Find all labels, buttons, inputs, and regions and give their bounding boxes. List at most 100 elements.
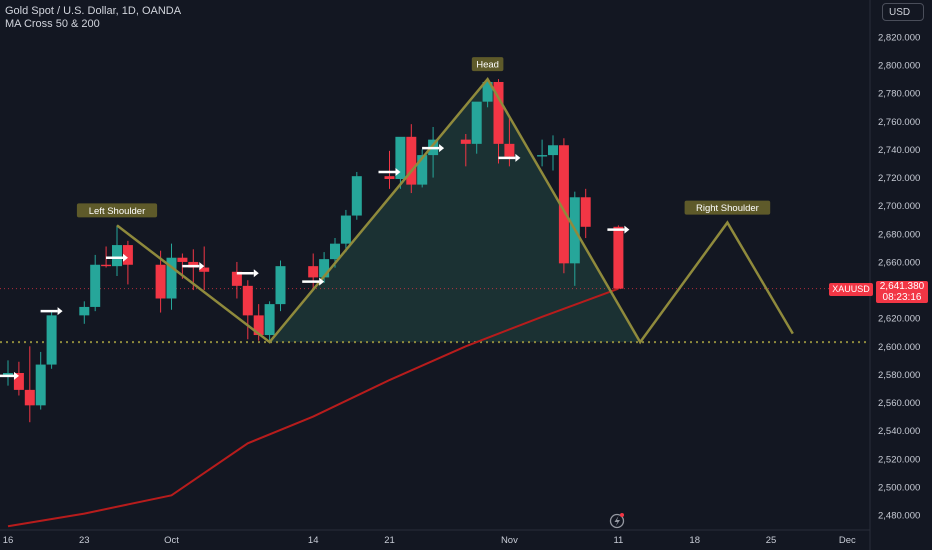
- candle: [537, 139, 548, 167]
- x-tick-label: 23: [79, 535, 90, 546]
- right-arrow-icon: [0, 371, 19, 380]
- candle-body: [537, 155, 548, 157]
- y-tick-label: 2,700.000: [878, 201, 920, 212]
- candle-body: [3, 373, 13, 376]
- pattern-label: Left Shoulder: [76, 203, 158, 218]
- candle-body: [35, 364, 46, 406]
- candle: [46, 311, 57, 369]
- candle-body: [188, 261, 199, 268]
- candle-body: [580, 197, 591, 227]
- candle-body: [504, 143, 515, 157]
- candle-body: [253, 315, 264, 336]
- pattern-label-text: Right Shoulder: [696, 203, 759, 214]
- arrow-head: [319, 277, 325, 286]
- candle: [112, 225, 122, 276]
- last-price-tag: 2,641.380 08:23:16: [876, 281, 928, 303]
- pattern-label-bg: [471, 57, 504, 72]
- candle-body: [79, 306, 90, 316]
- candle: [122, 240, 133, 285]
- arrow-head: [253, 269, 259, 278]
- candle: [395, 136, 406, 189]
- candle: [308, 253, 319, 291]
- y-tick-label: 2,540.000: [878, 426, 920, 437]
- x-tick-label: Oct: [164, 535, 179, 546]
- y-tick-label: 2,820.000: [878, 33, 920, 44]
- candle-body: [471, 101, 482, 144]
- arrow-head: [624, 225, 630, 234]
- candle: [340, 209, 351, 253]
- x-tick-label: 16: [3, 535, 14, 546]
- currency-button[interactable]: USD: [882, 3, 924, 21]
- y-tick-label: 2,560.000: [878, 398, 920, 409]
- pattern-label-bg: [76, 203, 158, 218]
- arrow-head: [199, 262, 205, 271]
- logo-dot: [620, 513, 624, 517]
- candle-body: [101, 264, 112, 267]
- candle-body: [493, 81, 504, 144]
- right-arrow-icon: [378, 167, 401, 176]
- arrow-head: [57, 307, 63, 316]
- pattern-label: Head: [471, 57, 504, 72]
- candle-body: [177, 257, 188, 262]
- candle: [482, 79, 493, 108]
- bar-countdown: 08:23:16: [882, 292, 922, 303]
- x-tick-label: 25: [766, 535, 777, 546]
- right-arrow-icon: [40, 307, 63, 316]
- right-arrow-icon: [106, 253, 128, 262]
- arrow-head: [395, 167, 401, 176]
- candle: [242, 280, 253, 340]
- candle-body: [319, 259, 330, 278]
- y-tick-label: 2,600.000: [878, 342, 920, 353]
- candle: [548, 135, 558, 171]
- x-tick-label: 21: [384, 535, 395, 546]
- pattern-label-text: Left Shoulder: [89, 206, 146, 217]
- y-tick-label: 2,720.000: [878, 173, 920, 184]
- ma-200-line: [7, 287, 619, 528]
- candle-body: [155, 264, 166, 299]
- candle: [406, 124, 417, 194]
- candle: [493, 79, 504, 164]
- indicator-label[interactable]: MA Cross 50 & 200: [5, 18, 100, 30]
- y-tick-label: 2,620.000: [878, 314, 920, 325]
- y-tick-label: 2,680.000: [878, 229, 920, 240]
- candle-body: [558, 145, 569, 264]
- candle-body: [46, 315, 57, 365]
- candle: [460, 134, 471, 167]
- last-price: 2,641.380: [879, 281, 925, 292]
- candle: [471, 101, 482, 154]
- pattern-label-bg: [684, 200, 771, 215]
- pattern-fill: [269, 79, 641, 343]
- y-tick-label: 2,760.000: [878, 117, 920, 128]
- candle-body: [482, 81, 493, 102]
- candle-body: [275, 266, 286, 305]
- candle-body: [613, 226, 624, 289]
- arrow-head: [515, 153, 521, 162]
- candle: [35, 351, 46, 410]
- candle: [199, 246, 210, 291]
- pattern-label: Right Shoulder: [684, 200, 771, 215]
- x-tick-label: Dec: [839, 535, 856, 546]
- y-tick-label: 2,800.000: [878, 61, 920, 72]
- chart-title: Gold Spot / U.S. Dollar, 1D, OANDA: [5, 5, 182, 17]
- candle-body: [24, 389, 35, 406]
- candle-body: [417, 155, 428, 185]
- candle: [24, 346, 35, 423]
- logo-bolt: [614, 516, 620, 526]
- right-arrow-icon: [422, 144, 445, 153]
- candle-body: [231, 271, 242, 286]
- candle-body: [548, 145, 558, 156]
- right-arrow-icon: [607, 225, 630, 234]
- y-tick-label: 2,480.000: [878, 511, 920, 522]
- arrow-head: [14, 371, 19, 380]
- x-tick-label: Nov: [501, 535, 518, 546]
- candle-body: [264, 304, 275, 336]
- y-tick-label: 2,580.000: [878, 370, 920, 381]
- candle: [79, 301, 90, 324]
- candle: [417, 149, 428, 188]
- candle: [3, 360, 13, 386]
- lightning-logo-icon: [609, 513, 625, 529]
- candle-body: [406, 136, 417, 185]
- candle: [231, 261, 242, 299]
- candle: [13, 361, 24, 396]
